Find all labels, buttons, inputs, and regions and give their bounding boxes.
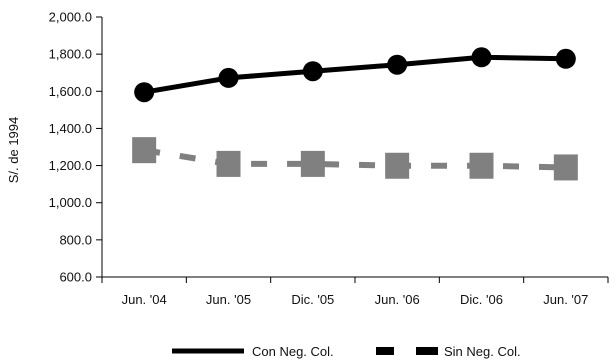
data-point xyxy=(132,137,157,164)
y-tick-label: 800.0 xyxy=(59,232,92,247)
data-point xyxy=(553,154,578,181)
x-axis: Jun. '04 Jun. '05 Dic. '05 Jun. '06 Dic. '06… xyxy=(101,276,609,307)
data-point xyxy=(300,150,325,177)
data-point xyxy=(302,61,323,82)
y-tick-label: 1,200.0 xyxy=(49,158,92,173)
legend-swatch-sin-neg-col xyxy=(416,347,438,355)
x-tick-label: Dic. '06 xyxy=(460,292,503,307)
legend-swatch-sin-neg-col xyxy=(376,347,394,355)
data-point xyxy=(469,152,494,179)
y-tick-label: 1,600.0 xyxy=(49,84,92,99)
legend: Con Neg. Col. Sin Neg. Col. xyxy=(172,344,521,359)
data-point xyxy=(387,54,408,75)
legend-label-sin-neg-col: Sin Neg. Col. xyxy=(444,344,521,359)
x-tick-label: Jun. '04 xyxy=(122,292,167,307)
data-point xyxy=(134,82,155,103)
y-tick-label: 1,400.0 xyxy=(49,121,92,136)
legend-label-con-neg-col: Con Neg. Col. xyxy=(252,344,334,359)
series-con-neg-col xyxy=(134,47,576,103)
y-axis-title: S/. de 1994 xyxy=(6,117,21,184)
y-tick-label: 600.0 xyxy=(59,270,92,285)
x-tick-label: Jun. '07 xyxy=(543,292,588,307)
y-tick-label: 1,800.0 xyxy=(49,47,92,62)
series-sin-neg-col xyxy=(132,137,578,181)
y-tick-label: 1,000.0 xyxy=(49,195,92,210)
x-tick-label: Dic. '05 xyxy=(291,292,334,307)
data-point xyxy=(218,67,239,88)
y-axis: 600.0 800.0 1,000.0 1,200.0 1,400.0 1,600.0 1,… xyxy=(49,10,103,285)
series-line xyxy=(143,54,566,95)
data-point xyxy=(385,152,410,179)
data-point xyxy=(555,48,576,69)
x-tick-label: Jun. '05 xyxy=(206,292,251,307)
series-layer xyxy=(132,47,578,181)
series-line xyxy=(143,147,566,171)
data-point xyxy=(216,150,241,177)
x-tick-label: Jun. '06 xyxy=(375,292,420,307)
y-tick-label: 2,000.0 xyxy=(49,10,92,25)
data-point xyxy=(471,47,492,68)
